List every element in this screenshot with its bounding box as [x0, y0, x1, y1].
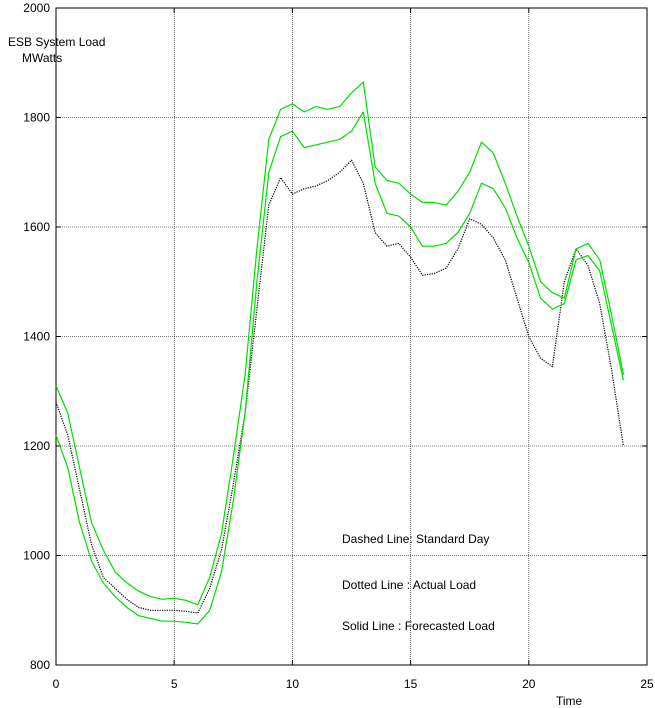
plot-frame	[55, 7, 648, 666]
series-line-0	[55, 159, 624, 614]
tick-labels: 0 5 10 15 20 25 800 1000 1200 1400 1600 1800 2000	[23, 1, 654, 691]
y-tick-label: 2000	[23, 1, 50, 15]
x-tick-label: 10	[286, 677, 300, 691]
x-tick-label: 15	[404, 677, 418, 691]
x-tick-label: 0	[53, 677, 60, 691]
series-line-2	[55, 111, 624, 625]
annotation-actual-load: Dotted Line : Actual Load	[342, 578, 476, 592]
y-axis-label-line1: ESB System Load	[8, 35, 105, 49]
x-axis-label: Time	[556, 694, 583, 708]
y-tick-label: 1800	[23, 111, 50, 125]
annotation-forecasted-load: Solid Line : Forecasted Load	[342, 619, 495, 633]
y-tick-label: 1400	[23, 330, 50, 344]
y-tick-label: 1000	[23, 549, 50, 563]
annotation-standard-day: Dashed Line: Standard Day	[342, 532, 489, 546]
y-tick-label: 1600	[23, 220, 50, 234]
y-tick-label: 1200	[23, 439, 50, 453]
y-tick-label: 800	[30, 658, 50, 672]
series-layer	[55, 81, 624, 625]
y-axis-label-line2: MWatts	[22, 51, 62, 65]
series-line-1	[55, 81, 624, 606]
x-tick-label: 20	[522, 677, 536, 691]
x-tick-label: 25	[640, 677, 654, 691]
x-tick-label: 5	[171, 677, 178, 691]
grid	[55, 7, 648, 666]
